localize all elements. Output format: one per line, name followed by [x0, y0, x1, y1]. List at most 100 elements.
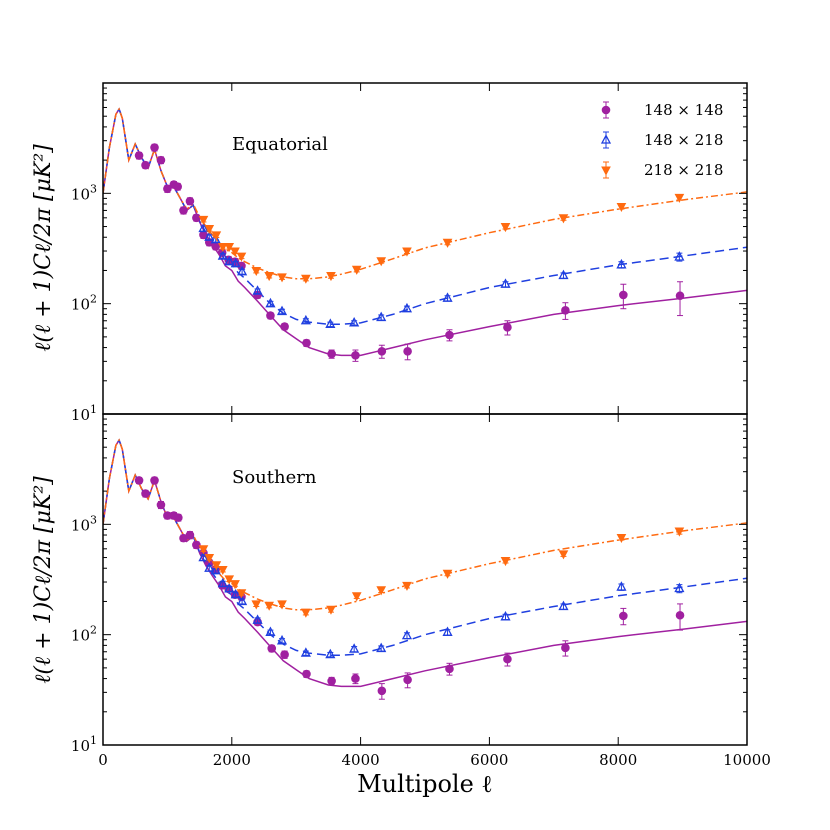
data-point-series-1	[210, 564, 221, 575]
data-point-series-2	[558, 550, 569, 560]
y-tick-label: 101	[71, 734, 97, 755]
data-point-series-2	[616, 533, 627, 544]
data-point-series-1	[252, 614, 263, 624]
data-point-series-2	[442, 238, 453, 248]
y-axis-label-top: ℓ(ℓ + 1)Cℓ/2π [μK²]	[31, 144, 56, 352]
data-point-series-2	[616, 202, 627, 213]
data-point-series-0	[192, 540, 201, 550]
data-point-series-2	[402, 247, 412, 257]
data-point-series-1	[230, 257, 241, 268]
x-tick-label: 6000	[470, 751, 508, 769]
data-point-series-0	[561, 306, 570, 315]
x-tick-label: 8000	[599, 751, 637, 769]
data-point-series-2	[500, 223, 511, 233]
data-point-series-0	[267, 644, 277, 653]
data-point-series-0	[351, 351, 360, 360]
data-point-series-1	[237, 595, 248, 606]
data-point-series-2	[230, 247, 240, 257]
data-point-series-1	[198, 551, 209, 562]
data-point-series-1	[204, 562, 215, 572]
legend-label-1: 148 × 218	[644, 131, 723, 149]
x-tick-label: 10000	[723, 751, 771, 769]
data-point-series-0	[675, 610, 685, 620]
data-point-series-1	[442, 292, 453, 302]
data-point-series-0	[302, 669, 311, 679]
bottom-panel-points	[134, 476, 685, 700]
data-point-series-2	[558, 214, 569, 224]
data-point-series-1	[500, 278, 511, 288]
data-point-series-0	[403, 347, 412, 356]
x-tick-label: 0	[98, 751, 108, 769]
data-point-series-0	[445, 330, 454, 340]
data-point-series-1	[217, 577, 228, 588]
data-point-series-0	[327, 676, 336, 686]
data-point-series-0	[211, 242, 220, 251]
data-point-series-0	[156, 500, 166, 510]
y-tick-label: 103	[71, 182, 97, 203]
data-point-series-2	[376, 586, 387, 596]
data-point-series-0	[619, 611, 628, 621]
x-tick-label: 2000	[213, 751, 251, 769]
data-point-series-1	[558, 600, 569, 611]
x-tick-label: 4000	[342, 751, 380, 769]
axes-frames	[102, 82, 748, 746]
data-point-series-2	[224, 242, 235, 253]
data-point-series-1	[230, 588, 241, 599]
data-point-series-1	[265, 626, 276, 636]
data-point-series-0	[403, 675, 412, 685]
data-point-series-1	[237, 265, 248, 276]
data-point-series-1	[558, 269, 569, 280]
data-point-series-1	[616, 581, 627, 591]
data-point-series-2	[402, 581, 412, 591]
data-point-series-1	[674, 582, 685, 593]
data-point-series-1	[204, 231, 215, 241]
top-panel-points	[134, 143, 685, 362]
data-point-series-0	[156, 155, 166, 165]
data-point-series-0	[327, 349, 336, 359]
data-point-series-2	[236, 252, 247, 262]
data-point-series-1	[616, 258, 627, 269]
y-tick-label: 103	[71, 513, 97, 534]
data-point-series-2	[204, 225, 215, 235]
top-panel-y-ticks: 101 102 103	[71, 87, 747, 424]
data-point-series-1	[376, 642, 387, 653]
data-point-series-0	[141, 160, 150, 170]
data-point-series-1	[674, 251, 685, 261]
data-point-series-1	[500, 610, 511, 621]
data-point-series-2	[264, 272, 274, 282]
data-point-series-0	[174, 513, 183, 522]
data-point-series-0	[619, 290, 628, 300]
legend: 148 × 148 148 × 218 218 × 218	[600, 101, 723, 179]
bottom-panel-curves	[103, 438, 747, 688]
data-point-series-2	[277, 600, 287, 610]
data-point-series-0	[351, 674, 360, 683]
x-axis-ticks: 0 2000 4000 6000 8000 10000	[98, 83, 771, 769]
data-point-series-1	[217, 250, 228, 260]
data-point-series-0	[377, 686, 387, 696]
data-point-series-0	[266, 311, 275, 320]
legend-marker-0	[601, 105, 611, 115]
data-point-series-0	[377, 347, 387, 356]
data-point-series-2	[301, 274, 311, 284]
data-point-series-2	[224, 575, 235, 585]
data-point-series-1	[276, 305, 288, 316]
y-tick-label: 102	[71, 293, 97, 314]
data-point-series-2	[351, 592, 362, 602]
data-point-series-2	[251, 266, 262, 277]
data-point-series-2	[301, 608, 311, 618]
y-tick-label: 102	[71, 624, 97, 645]
panel-label-southern: Southern	[232, 467, 317, 488]
data-point-series-2	[500, 557, 511, 567]
data-point-series-2	[204, 554, 215, 564]
data-point-series-2	[264, 601, 274, 611]
data-point-series-2	[674, 193, 685, 203]
data-point-series-0	[192, 213, 201, 223]
data-point-series-2	[351, 265, 362, 275]
data-point-series-1	[265, 297, 276, 308]
data-point-series-0	[445, 664, 454, 674]
data-point-series-1	[224, 255, 235, 266]
data-point-series-0	[503, 654, 512, 664]
data-point-series-0	[503, 323, 512, 332]
data-point-series-2	[277, 273, 287, 283]
data-point-series-2	[236, 589, 247, 599]
